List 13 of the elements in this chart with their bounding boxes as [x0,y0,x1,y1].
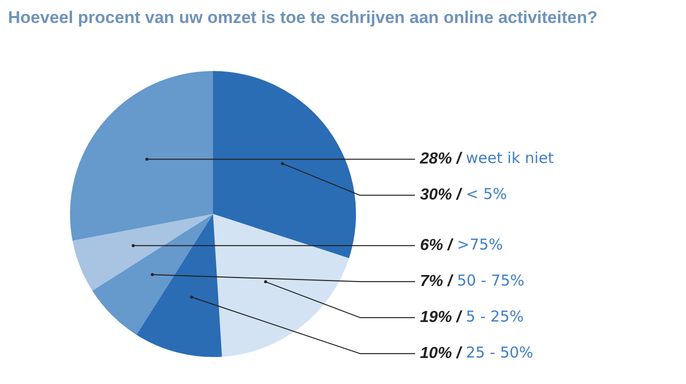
slice-label: >75% [457,235,503,254]
slice-label: weet ik niet [466,149,554,168]
data-label: 7% / [420,272,454,290]
data-label: 6% / [420,236,454,254]
slice-label: 25 - 50% [466,343,534,362]
slice-label: < 5% [466,185,508,204]
slice-label: 5 - 25% [466,307,524,326]
data-label: 10% / [420,344,462,362]
data-label: 28% / [419,150,462,168]
data-label: 30% / [420,186,462,204]
data-label: 19% / [420,308,462,326]
chart-title: Hoeveel procent van uw omzet is toe te schrijven aan online activiteiten? [7,7,598,29]
slice-label: 50 - 75% [457,271,524,290]
